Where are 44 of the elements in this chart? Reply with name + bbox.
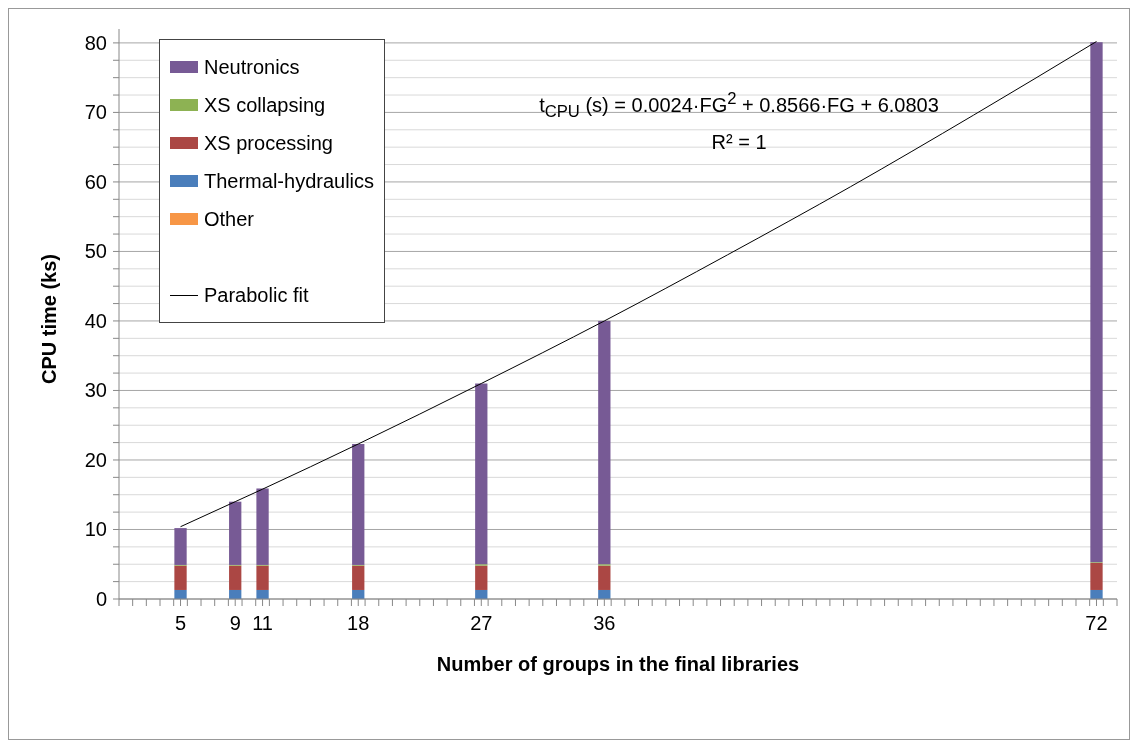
annotation: t$_{CPU}$ (s) = 0.0024·FG$^{2}$ + 0.8566·FG + 6.0803 xyxy=(538,88,940,123)
y-tick-label: 70 xyxy=(84,101,107,124)
bar xyxy=(174,528,187,565)
annotation: R² = 1 xyxy=(710,129,768,155)
x-tick-label: 36 xyxy=(593,612,616,634)
x-tick-label: 72 xyxy=(1085,612,1108,634)
bar xyxy=(352,565,365,590)
bar xyxy=(598,320,611,565)
legend-label: XS processing xyxy=(204,131,333,155)
bar xyxy=(174,589,187,599)
bar xyxy=(229,565,242,590)
legend-label: Neutronics xyxy=(204,55,300,79)
bar xyxy=(475,565,488,590)
y-tick-label: 10 xyxy=(84,518,107,541)
y-tick-label: 40 xyxy=(84,309,107,332)
y-tick-label: 50 xyxy=(84,240,107,263)
y-tick-label: 20 xyxy=(84,448,107,471)
bar xyxy=(256,589,269,599)
legend-label: Parabolic fit xyxy=(204,283,309,307)
y-axis-title: CPU time (ks) xyxy=(38,253,61,384)
bar xyxy=(1090,42,1103,563)
legend-label: Thermal-hydraulics xyxy=(204,169,375,193)
y-tick-label: 0 xyxy=(95,588,107,610)
bar xyxy=(475,383,488,565)
bar xyxy=(256,488,269,565)
bar xyxy=(352,443,365,565)
y-tick-label: 30 xyxy=(84,379,107,402)
x-tick-label: 18 xyxy=(347,612,370,634)
x-axis-title: Number of groups in the final libraries xyxy=(436,653,800,675)
bar xyxy=(598,565,611,590)
x-tick-label: 11 xyxy=(252,612,273,634)
bar xyxy=(1090,562,1103,590)
bar xyxy=(256,565,269,590)
bar xyxy=(174,565,187,590)
y-tick-label: 80 xyxy=(84,31,107,54)
bar xyxy=(229,501,242,565)
x-tick-label: 9 xyxy=(229,612,241,634)
legend-label: Other xyxy=(204,207,255,231)
x-tick-label: 27 xyxy=(470,612,493,634)
x-tick-label: 5 xyxy=(174,612,187,634)
legend-label: XS collapsing xyxy=(204,93,326,117)
bar xyxy=(1090,589,1103,599)
y-tick-label: 60 xyxy=(84,170,107,193)
line-series xyxy=(180,41,1097,528)
